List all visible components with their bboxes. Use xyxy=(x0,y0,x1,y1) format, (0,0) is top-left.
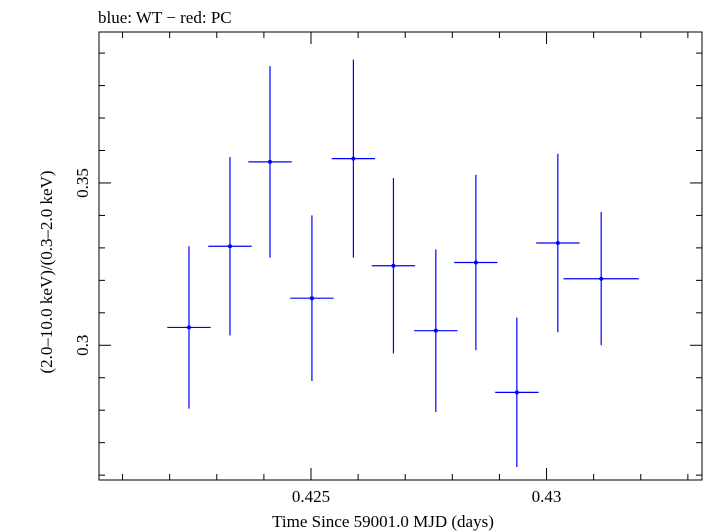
data-points xyxy=(167,59,639,468)
data-point xyxy=(167,246,211,409)
plot-frame xyxy=(98,31,703,481)
point-marker xyxy=(227,244,232,249)
x-axis-label: Time Since 59001.0 MJD (days) xyxy=(272,512,494,531)
point-marker xyxy=(186,325,191,330)
axis-ticks xyxy=(99,32,702,480)
data-point xyxy=(248,66,292,258)
y-tick-label: 0.35 xyxy=(73,168,92,198)
data-point xyxy=(563,212,639,346)
point-marker xyxy=(433,328,438,333)
data-point xyxy=(414,249,458,412)
y-tick-label: 0.3 xyxy=(73,335,92,356)
x-tick-label: 0.43 xyxy=(532,487,562,506)
axis-tick-labels: 0.425 0.43 0.3 0.35 xyxy=(73,168,561,506)
point-marker xyxy=(309,296,314,301)
data-point xyxy=(371,178,416,354)
data-point xyxy=(536,153,580,333)
data-point xyxy=(454,174,498,351)
x-tick-label: 0.425 xyxy=(292,487,330,506)
point-marker xyxy=(391,263,396,268)
data-point xyxy=(331,59,376,258)
data-point xyxy=(495,317,539,468)
point-marker xyxy=(268,159,273,164)
point-marker xyxy=(351,156,356,161)
data-point xyxy=(208,156,252,336)
data-point xyxy=(290,215,334,381)
chart-title: blue: WT − red: PC xyxy=(98,8,232,27)
point-marker xyxy=(514,390,519,395)
point-marker xyxy=(599,276,604,281)
point-marker xyxy=(473,260,478,265)
y-axis-label: (2.0–10.0 keV)/(0.3–2.0 keV) xyxy=(37,170,56,373)
point-marker xyxy=(555,241,560,246)
